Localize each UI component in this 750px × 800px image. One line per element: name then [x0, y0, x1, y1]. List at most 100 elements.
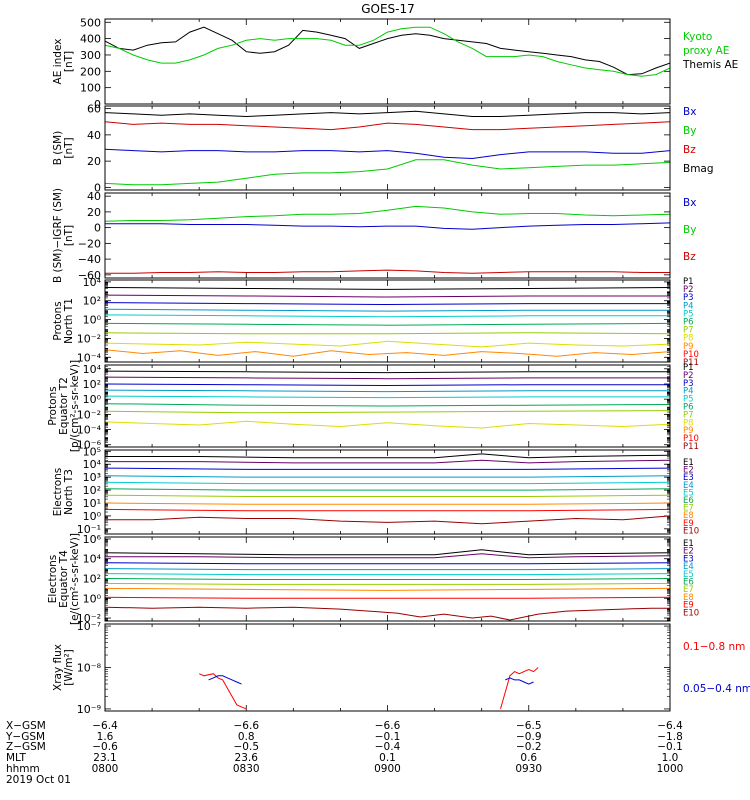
series-line-p5	[105, 314, 670, 318]
series-line-e8	[105, 502, 670, 505]
legend-entry: P9	[683, 426, 694, 436]
legend-entry: P3	[683, 379, 694, 389]
orbit-footer: X−GSM −6.4 −6.6 −6.6 −6.5 −6.4 Y−GSM 1.6 0.8 −0.1…	[5, 720, 683, 786]
panel-series	[105, 110, 670, 186]
y-tick-label: 10⁻⁴	[77, 424, 102, 437]
legend-entry: P6	[683, 403, 694, 413]
y-axis-label: North T1	[63, 298, 75, 344]
panel-ae: 0 100 200 300 400 500 AE index [nT] Kyoto proxy A…	[52, 16, 738, 111]
series-line-p6	[105, 322, 670, 326]
panel-b: 0 20 40 60 B (SM) [nT] Bx By Bz Bmag	[52, 103, 714, 195]
footer-value: 1.0	[662, 752, 679, 764]
y-axis-label: [W/m²]	[63, 649, 75, 686]
series-line-bmag	[105, 110, 670, 118]
footer-value: 23.1	[93, 752, 116, 764]
series-line-e1	[105, 453, 670, 459]
y-axis-label: AE index	[52, 39, 64, 85]
y-tick-label: 0	[94, 181, 101, 194]
panel-frame	[104, 192, 671, 279]
y-axis-label: [nT]	[63, 51, 75, 72]
footer-date: 2019 Oct 01	[6, 774, 71, 786]
legend-entry: E7	[683, 504, 694, 514]
y-tick-label: 10⁻²	[77, 612, 101, 625]
panel-frame	[104, 364, 671, 448]
legend-entry: E5	[683, 488, 694, 498]
legend-entry: P11	[683, 358, 699, 368]
legend-entry: Bx	[683, 106, 696, 118]
legend-entry: E4	[683, 481, 694, 491]
footer-value: −0.2	[516, 741, 542, 753]
legend-entry: E1	[683, 458, 694, 468]
y-tick-label: 10⁰	[83, 592, 102, 605]
panel-xray: 10⁻⁹ 10⁻⁸ 10⁻⁷ Xray flux [W/m²] 0.1−0.8 nm 0.0…	[52, 620, 750, 716]
series-line-p6	[105, 403, 670, 407]
footer-value: −0.1	[657, 741, 683, 753]
legend-entry: By	[683, 224, 696, 236]
series-line-e7	[105, 494, 670, 497]
footer-value: 0930	[515, 763, 542, 775]
y-tick-label: 10²	[83, 573, 101, 586]
series-line-e5	[105, 481, 670, 485]
legend-entry: E3	[683, 554, 694, 564]
y-tick-label: 10⁰	[83, 393, 102, 406]
legend-entry: E5	[683, 570, 694, 580]
footer-value: −6.4	[92, 720, 118, 732]
series-line-e9	[105, 508, 670, 512]
y-axis-label: Xray flux	[52, 644, 64, 691]
footer-value: 1000	[657, 763, 684, 775]
panel-frame	[104, 536, 671, 622]
y-tick-label: 10¹	[83, 497, 101, 510]
series-line-e6	[105, 578, 670, 580]
legend-entry: E2	[683, 547, 694, 557]
footer-value: 0800	[92, 763, 119, 775]
legend-entry: E2	[683, 466, 694, 476]
legend-entry: P2	[683, 371, 694, 381]
legend-entry: P4	[683, 301, 694, 311]
legend-entry: 0.1−0.8 nm	[683, 641, 745, 653]
legend-entry: E6	[683, 496, 694, 506]
series-line-e10	[105, 515, 670, 525]
footer-value: −0.4	[375, 741, 401, 753]
footer-value: 0.6	[520, 752, 537, 764]
y-tick-label: 0	[94, 222, 101, 235]
footer-value: −6.6	[375, 720, 401, 732]
series-line-p3	[105, 383, 670, 387]
panel-series	[105, 26, 670, 77]
y-tick-label: 10⁻²	[77, 332, 101, 345]
legend-entry: P9	[683, 342, 694, 352]
legend-entry: P2	[683, 285, 694, 295]
series-line-bz	[105, 121, 670, 131]
legend-entry: Bz	[683, 144, 696, 156]
series-line-p7	[105, 410, 670, 414]
y-axis-label: [p/(cm²-s-sr-keV)]	[69, 360, 81, 452]
y-tick-label: 10²	[83, 484, 101, 497]
series-line-p3	[105, 302, 670, 306]
footer-value: 1.6	[97, 731, 114, 743]
legend-entry: E4	[683, 562, 694, 572]
panel-db: −60 −40 −20 0 20 40 B (SM)−IGRF (SM) [nT] Bx By Bz	[52, 188, 696, 283]
series-line-e8	[105, 587, 670, 591]
y-tick-label: 10⁻⁸	[77, 662, 102, 675]
legend-entry: P10	[683, 350, 699, 360]
series-line-e6	[105, 488, 670, 491]
y-tick-label: 20	[87, 155, 101, 168]
legend-entry: 0.05−0.4 nm	[683, 683, 750, 695]
series-line-p7	[105, 332, 670, 335]
series-line-e10	[105, 606, 670, 621]
series-line-e1	[105, 549, 670, 556]
series-line-0-05-0-4-nm	[505, 677, 534, 685]
series-line-0-1-0-8-nm	[500, 667, 539, 710]
series-line-p5	[105, 395, 670, 399]
footer-value: 0.1	[379, 752, 396, 764]
legend-entry: proxy AE	[683, 45, 729, 57]
legend-entry: E10	[683, 608, 699, 618]
series-line-bx	[105, 222, 670, 230]
series-line-e3	[105, 562, 670, 565]
y-tick-label: 10²	[83, 295, 101, 308]
series-line-e4	[105, 568, 670, 571]
legend-entry: P6	[683, 318, 694, 328]
y-axis-label: North T3	[63, 469, 75, 515]
y-tick-label: 20	[87, 206, 101, 219]
legend-entry: P1	[683, 277, 694, 287]
